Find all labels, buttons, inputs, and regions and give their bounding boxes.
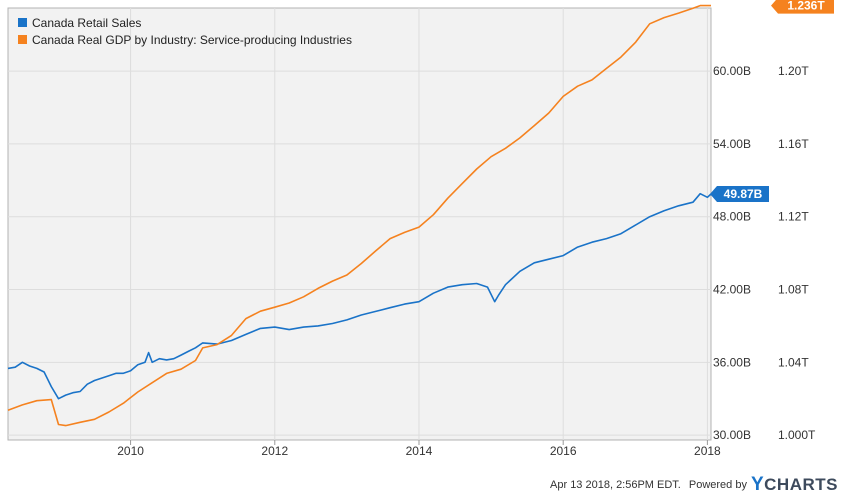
badge-label: 1.236T: [787, 0, 825, 13]
timestamp: Apr 13 2018, 2:56PM EDT.: [550, 479, 681, 491]
value-badges: 49.87B 1.236T: [710, 0, 834, 203]
left-axis-tick-label: 30.00B: [713, 428, 751, 442]
x-axis-tick-label: 2016: [550, 444, 577, 458]
last-value-badge-gdp-services: 1.236T: [771, 0, 834, 14]
right-axis-tick-label: 1.20T: [778, 64, 809, 78]
legend-item-retail-sales[interactable]: Canada Retail Sales: [18, 14, 352, 31]
powered-by-text: Powered by: [688, 479, 747, 491]
right-axis-tick-label: 1.16T: [778, 137, 809, 151]
series-line-retail-sales[interactable]: [7, 192, 712, 400]
ycharts-logo-text: CHARTS: [764, 475, 838, 494]
legend-label-gdp-services: Canada Real GDP by Industry: Service-pro…: [32, 32, 352, 47]
legend-swatch-retail-sales: [18, 18, 27, 27]
right-axis-tick-label: 1.12T: [778, 210, 809, 224]
left-axis-tick-label: 60.00B: [713, 64, 751, 78]
legend-label-retail-sales: Canada Retail Sales: [32, 15, 142, 30]
left-axis-tick-label: 48.00B: [713, 210, 751, 224]
series-layer: [7, 4, 712, 427]
ycharts-logo-y: Y: [750, 474, 765, 495]
badge-shape: [771, 0, 834, 14]
badge-shape: [710, 186, 769, 203]
legend: Canada Retail Sales Canada Real GDP by I…: [18, 14, 352, 48]
ycharts-logo[interactable]: Y CHARTS: [751, 474, 838, 496]
legend-item-gdp-services[interactable]: Canada Real GDP by Industry: Service-pro…: [18, 31, 352, 48]
right-axis-tick-label: 1.08T: [778, 283, 809, 297]
right-axis-tick-label: 1.04T: [778, 355, 809, 369]
last-value-badge-retail-sales: 49.87B: [710, 186, 769, 203]
series-line-gdp-services[interactable]: [7, 4, 711, 427]
x-axis-tick-label: 2010: [117, 444, 144, 458]
left-axis-tick-label: 36.00B: [713, 355, 751, 369]
x-axis-tick-label: 2014: [406, 444, 433, 458]
axes-layer: 30.00B 36.00B 42.00B 48.00B 54.00B 60.00B 1.00…: [117, 64, 816, 458]
right-axis-tick-label: 1.000T: [778, 428, 816, 442]
footer: Apr 13 2018, 2:56PM EDT. Powered by Y CHA…: [550, 474, 838, 496]
left-axis-tick-label: 54.00B: [713, 137, 751, 151]
gridlines: [8, 8, 711, 440]
x-axis-tick-label: 2012: [261, 444, 288, 458]
x-axis-tick-label: 2018: [694, 444, 721, 458]
badge-label: 49.87B: [724, 187, 763, 201]
left-axis-tick-label: 42.00B: [713, 283, 751, 297]
legend-swatch-gdp-services: [18, 35, 27, 44]
plot-area: [7, 7, 712, 441]
